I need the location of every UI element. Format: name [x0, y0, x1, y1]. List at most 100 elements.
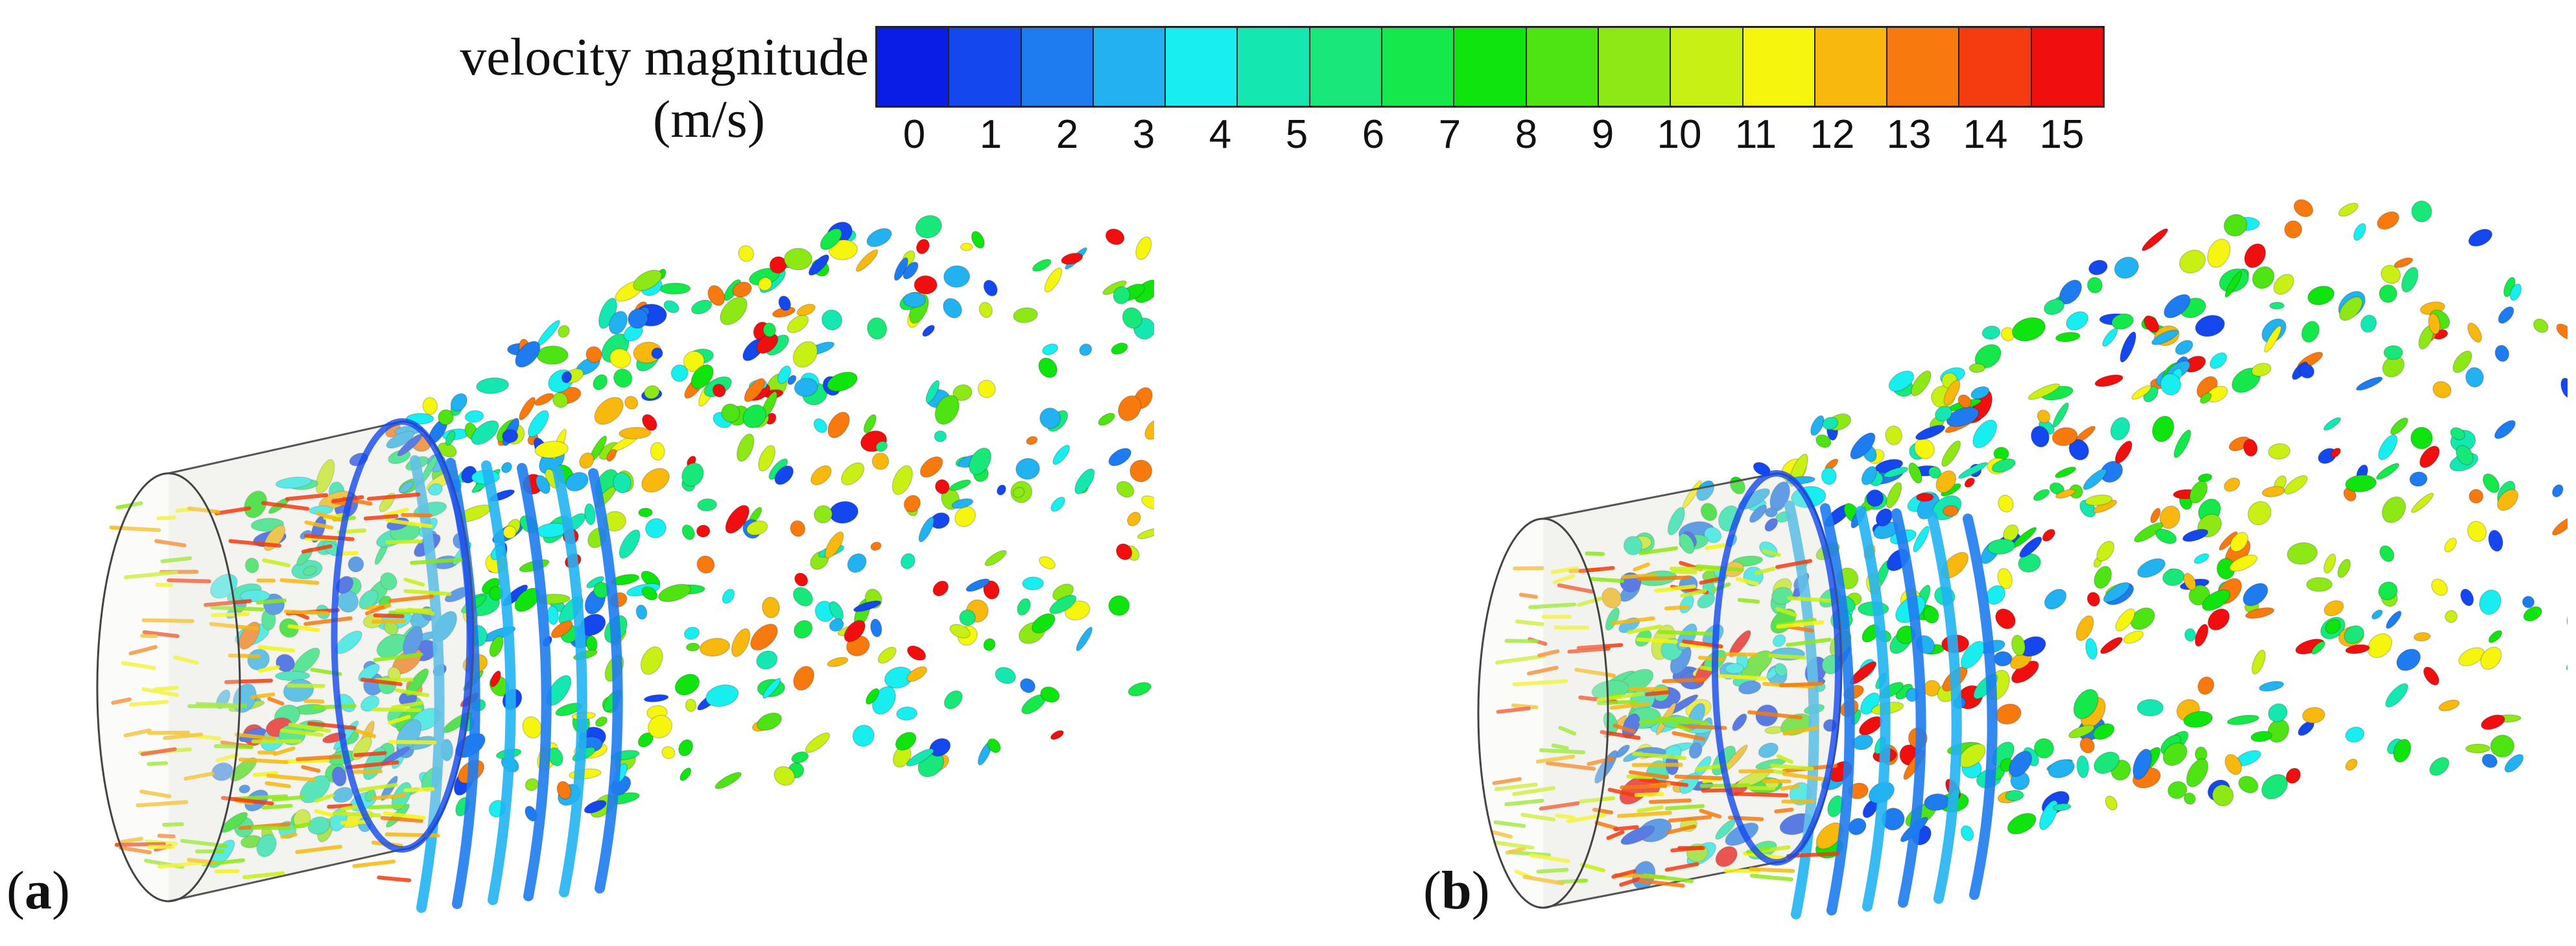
vortex-blob: [2383, 345, 2404, 361]
colorbar-swatch: [1815, 28, 1888, 106]
vortex-blob: [892, 465, 913, 495]
vortex-blob: [871, 452, 890, 470]
colorbar-tick-label: 8: [1515, 112, 1538, 157]
vortex-blob: [2267, 443, 2291, 460]
vortex-blob: [2465, 367, 2484, 388]
vortex-blob: [2251, 649, 2266, 675]
vortex-blob: [2504, 753, 2524, 773]
vortex-blob: [2038, 799, 2059, 831]
vortex-blob: [1943, 379, 1961, 406]
vortex-blob: [984, 550, 1007, 567]
vortex-blob: [552, 392, 569, 408]
vortex-blob: [2043, 298, 2065, 315]
vortex-blob: [1915, 425, 1946, 440]
vortex-blob: [1026, 436, 1038, 445]
vortex-blob: [1667, 506, 1685, 536]
vortex-blob: [2385, 610, 2402, 630]
vortex-blob: [1039, 556, 1056, 570]
vortex-blob: [2195, 314, 2225, 337]
vortex-blob: [2007, 812, 2037, 835]
vortex-blob: [2345, 644, 2370, 654]
vortex-blob: [995, 667, 1017, 685]
vortex-blob: [585, 346, 602, 363]
vortex-blob: [2523, 606, 2542, 622]
vortex-blob: [824, 531, 844, 559]
vortex-blob: [445, 431, 456, 446]
panel-label-b: (b): [1423, 860, 1490, 921]
vortex-blob: [1108, 595, 1130, 616]
vortex-blob: [2460, 588, 2474, 606]
vortex-blob: [2173, 429, 2192, 458]
vortex-blob: [1122, 307, 1143, 329]
vortex-blob: [977, 379, 996, 399]
vortex-blob: [2468, 489, 2484, 504]
vortex-blob: [1715, 819, 1736, 840]
vortex-blob: [2027, 383, 2061, 400]
vortex-blob: [2068, 724, 2095, 739]
vortex-blob: [762, 322, 777, 338]
vortex-blob: [2267, 703, 2288, 722]
vortex-blob: [2131, 385, 2152, 400]
vortex-blob: [934, 430, 947, 443]
vortex-blob: [978, 302, 993, 318]
vortex-blob: [2179, 249, 2206, 274]
vortex-blob: [2079, 737, 2095, 754]
vortex-blob: [742, 404, 767, 429]
vortex-blob: [2432, 381, 2452, 399]
vortex-blob: [2345, 758, 2358, 771]
colorbar-tick-label: 10: [1657, 112, 1702, 157]
vortex-blob: [2428, 313, 2440, 335]
vortex-blob: [2055, 331, 2081, 342]
vortex-blob: [2223, 477, 2241, 492]
vortex-blob: [2293, 199, 2313, 218]
vortex-blob: [2183, 573, 2197, 591]
vortex-blob: [244, 557, 259, 574]
colorbar-tick-label: 0: [903, 112, 926, 157]
vortex-blob: [855, 249, 879, 272]
vortex-blob: [2353, 222, 2367, 241]
vortex-blob: [2452, 350, 2472, 373]
colorbar-tick-label: 9: [1591, 112, 1614, 157]
vortex-blob: [787, 375, 797, 385]
vortex-blob: [756, 712, 783, 731]
vortex-blob: [683, 626, 700, 640]
vortex-blob: [906, 748, 934, 767]
vortex-blob: [971, 231, 985, 249]
vortex-blob: [1850, 432, 1876, 460]
vortex-blob: [519, 397, 536, 421]
vortex-blob: [2338, 202, 2359, 217]
vortex-blob: [2302, 707, 2326, 724]
vortex-blob: [2134, 522, 2164, 543]
vortex-blob: [983, 638, 996, 652]
vortex-blob: [968, 447, 992, 476]
vortex-blob: [1908, 462, 1922, 484]
vortex-blob: [943, 298, 962, 319]
vortex-blob: [663, 300, 679, 314]
vortex-blob: [2120, 331, 2136, 363]
vortex-blob: [380, 572, 397, 591]
vortex-blob: [2115, 608, 2136, 632]
vortex-blob: [358, 663, 380, 683]
vortex-blob: [712, 383, 726, 397]
vortex-blob: [2011, 634, 2026, 656]
vortex-blob: [900, 553, 916, 569]
vortex-blob: [515, 340, 541, 368]
vortex-blob: [2225, 270, 2242, 298]
vortex-blob: [2245, 607, 2275, 619]
vortex-blob: [777, 365, 792, 384]
vortex-blob: [239, 589, 270, 602]
vortex-blob: [2401, 266, 2419, 293]
vortex-blob: [863, 414, 877, 434]
vortex-blob: [1700, 503, 1718, 521]
vortex-blob: [827, 657, 849, 667]
vortex-blob: [2207, 608, 2230, 631]
vortex-blob: [2284, 475, 2308, 495]
vortex-blob: [691, 299, 713, 315]
vortex-blob: [2286, 768, 2301, 784]
vortex-blob: [685, 643, 700, 652]
vortex-blob: [2323, 553, 2337, 574]
vortex-blob: [2151, 329, 2179, 346]
colorbar-swatch: [1887, 28, 1960, 106]
vortex-blob: [793, 620, 813, 639]
vortex-blob: [2381, 496, 2406, 523]
